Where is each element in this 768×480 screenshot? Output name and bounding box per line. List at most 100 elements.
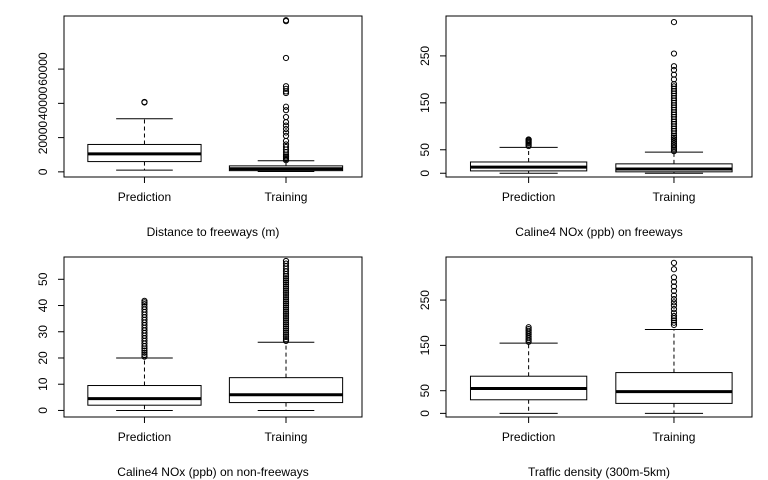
outlier-point <box>282 287 290 294</box>
outlier-point <box>282 141 290 148</box>
x-tick-label: Prediction <box>118 190 171 204</box>
outlier-point <box>282 54 290 62</box>
outlier-point <box>141 351 148 358</box>
outlier-point <box>141 303 148 310</box>
outlier-point <box>282 298 290 305</box>
box-group: Prediction <box>87 98 202 204</box>
outlier-point <box>282 308 290 315</box>
outlier-point <box>670 113 678 121</box>
outlier-point <box>282 329 290 336</box>
outlier-point <box>282 17 290 24</box>
outlier-point <box>525 325 532 333</box>
y-tick-label: 250 <box>418 290 432 310</box>
outlier-point <box>670 85 678 92</box>
outlier-point <box>282 321 290 328</box>
outlier-point <box>670 302 678 309</box>
plot-frame <box>445 256 753 418</box>
outlier-point <box>282 315 290 322</box>
outlier-point <box>282 325 290 332</box>
outlier-point <box>670 125 678 132</box>
outlier-point <box>670 92 678 99</box>
y-tick-label: 40 <box>36 299 50 313</box>
plot-frame <box>63 256 363 418</box>
x-axis-label: Caline4 NOx (ppb) on non-freeways <box>117 465 308 479</box>
outlier-point <box>670 95 678 102</box>
y-tick-label: 0 <box>36 168 50 175</box>
outlier-point <box>282 317 290 324</box>
outlier-point <box>282 113 290 121</box>
outlier-point <box>670 106 678 113</box>
box-iqr <box>87 385 202 406</box>
y-tick-label: 10 <box>36 377 50 391</box>
outlier-point <box>670 299 678 306</box>
box-group: Training <box>615 19 733 204</box>
outlier-point <box>670 76 678 83</box>
x-axis-label: Distance to freeways (m) <box>147 225 280 239</box>
outlier-point <box>282 283 290 290</box>
outlier-point <box>141 301 148 308</box>
chart-panel: 0 10 20 30 40 50 Prediction Training Caline4 NOx… <box>36 256 363 479</box>
outlier-point <box>670 104 678 111</box>
outlier-point <box>282 260 290 267</box>
outlier-point <box>282 281 290 288</box>
outlier-point <box>282 294 290 301</box>
y-tick-label: 0 <box>418 170 432 177</box>
y-tick-label: 20 <box>36 351 50 365</box>
outlier-point <box>282 137 290 145</box>
outlier-point <box>282 119 290 126</box>
outlier-point <box>670 63 678 70</box>
outlier-point <box>670 292 678 299</box>
y-tick-label: 30 <box>36 325 50 339</box>
outlier-point <box>670 132 678 139</box>
outlier-point <box>670 306 678 313</box>
outlier-point <box>670 130 678 137</box>
box-iqr <box>228 377 344 404</box>
outlier-point <box>670 116 678 123</box>
outlier-point <box>282 289 290 297</box>
x-tick-label: Prediction <box>118 430 171 444</box>
y-tick-label: 60000 <box>36 52 50 86</box>
outlier-point <box>282 122 290 129</box>
outlier-point <box>282 300 290 307</box>
outlier-point <box>670 99 678 106</box>
x-tick-label: Training <box>653 190 696 204</box>
outlier-point <box>670 102 678 109</box>
box-iqr <box>615 372 733 404</box>
outlier-point <box>282 143 290 151</box>
outlier-point <box>670 319 678 326</box>
outlier-point <box>282 306 290 313</box>
x-axis-label: Caline4 NOx (ppb) on freeways <box>515 225 682 239</box>
box-group: Prediction <box>469 136 588 204</box>
outlier-point <box>282 103 290 110</box>
outlier-point <box>670 309 678 316</box>
outlier-point <box>670 71 678 78</box>
y-tick-label: 0 <box>36 407 50 414</box>
box-group: Training <box>615 259 733 444</box>
y-tick-label: 50 <box>418 384 432 398</box>
outlier-point <box>670 134 678 141</box>
outlier-point <box>670 97 678 104</box>
outlier-point <box>282 319 290 326</box>
outlier-point <box>282 279 290 286</box>
outlier-point <box>670 120 678 128</box>
outlier-point <box>282 125 290 133</box>
outlier-point <box>282 302 290 309</box>
outlier-point <box>670 83 678 90</box>
outlier-point <box>670 287 678 295</box>
x-tick-label: Training <box>653 430 696 444</box>
x-tick-label: Prediction <box>502 430 555 444</box>
outlier-point <box>670 312 678 320</box>
outlier-point <box>282 310 290 318</box>
outlier-point <box>282 323 290 330</box>
outlier-point <box>282 277 290 284</box>
outlier-point <box>282 312 290 320</box>
outlier-point <box>670 259 678 266</box>
outlier-point <box>282 129 290 136</box>
outlier-point <box>141 349 148 356</box>
outlier-point <box>670 109 678 116</box>
y-tick-label: 50 <box>418 143 432 157</box>
outlier-point <box>282 285 290 292</box>
plot-frame <box>445 15 753 178</box>
outlier-point <box>670 278 678 286</box>
